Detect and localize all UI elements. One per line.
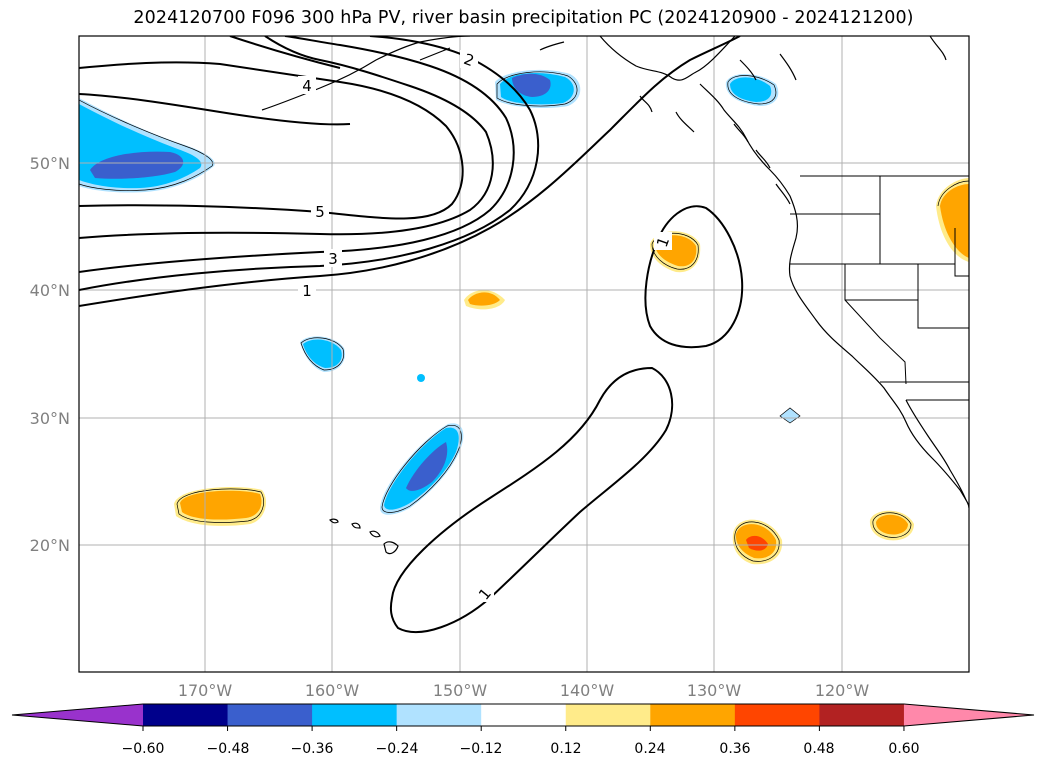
contour-label: 3	[328, 250, 338, 268]
lat-label: 20°N	[30, 536, 70, 555]
lon-label: 170°W	[178, 681, 233, 700]
lon-label: 140°W	[560, 681, 615, 700]
colorbar-segment	[734, 704, 820, 726]
colorbar-segment	[650, 704, 736, 726]
lat-label: 30°N	[30, 409, 70, 428]
lon-label: 160°W	[305, 681, 360, 700]
colorbar-tick-label: 0.36	[719, 741, 750, 757]
colorbar	[11, 703, 1035, 731]
latitude-labels: 50°N 40°N 30°N 20°N	[30, 154, 70, 555]
lat-label: 40°N	[30, 281, 70, 300]
colorbar-tick-label: 0.12	[550, 741, 581, 757]
colorbar-segment	[12, 704, 143, 726]
colorbar-tick-label: −0.60	[122, 741, 165, 757]
colorbar-tick-label: −0.24	[376, 741, 419, 757]
longitude-labels: 170°W 160°W 150°W 140°W 130°W 120°W	[178, 681, 870, 700]
contour-label: 5	[315, 203, 325, 221]
colorbar-segment	[312, 704, 398, 726]
colorbar-segment	[819, 704, 905, 726]
political-borders	[790, 175, 969, 401]
contour-label: 4	[302, 77, 312, 95]
map-frame	[78, 35, 970, 673]
map-area: 4 2 5 3 1 1 1	[79, 36, 969, 672]
colorbar-tick-label: −0.48	[207, 741, 250, 757]
colorbar-segment	[227, 704, 313, 726]
contour-label: 1	[302, 282, 312, 300]
contour-label-bg	[298, 50, 672, 602]
anomaly-outlines	[79, 71, 969, 562]
colorbar-tick-label: −0.12	[460, 741, 503, 757]
coastlines	[261, 36, 969, 555]
colorbar-tick-label: −0.36	[291, 741, 334, 757]
lat-label: 50°N	[30, 154, 70, 173]
colorbar-tick-label: 0.24	[634, 741, 665, 757]
colorbar-segment	[903, 704, 1034, 726]
colorbar-labels: −0.60 −0.48 −0.36 −0.24 −0.12 0.12 0.24 …	[122, 741, 920, 757]
colorbar-segment	[481, 704, 567, 726]
lon-label: 130°W	[687, 681, 742, 700]
lon-label: 120°W	[815, 681, 870, 700]
colorbar-segment	[396, 704, 482, 726]
graticule	[79, 36, 969, 672]
colorbar-tick-label: 0.60	[888, 741, 919, 757]
colorbar-segment	[565, 704, 651, 726]
colorbar-segment	[143, 704, 229, 726]
map-title: 2024120700 F096 300 hPa PV, river basin …	[133, 8, 914, 28]
lon-label: 150°W	[433, 681, 488, 700]
colorbar-tick-label: 0.48	[803, 741, 834, 757]
